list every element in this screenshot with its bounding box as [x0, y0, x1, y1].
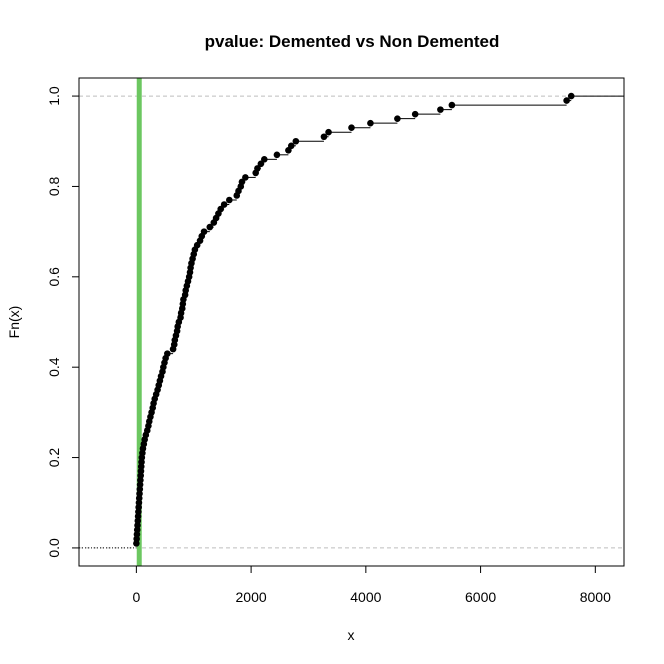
- x-tick-label: 4000: [350, 589, 381, 605]
- data-point: [320, 133, 328, 141]
- x-tick-label: 0: [132, 589, 140, 605]
- data-point: [292, 137, 300, 145]
- y-tick-label: 0.0: [46, 538, 62, 558]
- data-point: [164, 350, 171, 357]
- data-point: [261, 156, 268, 163]
- data-point: [448, 101, 456, 109]
- x-tick-label: 8000: [580, 589, 611, 605]
- data-point: [325, 128, 332, 136]
- data-point: [206, 223, 214, 231]
- data-point: [242, 174, 249, 181]
- data-point: [437, 106, 444, 113]
- data-point: [411, 110, 419, 118]
- data-point: [348, 124, 355, 132]
- y-tick-label: 0.8: [46, 177, 62, 197]
- data-point: [563, 97, 570, 104]
- y-axis-label: Fn(x): [6, 306, 22, 339]
- data-point: [254, 165, 261, 172]
- data-point: [367, 119, 374, 127]
- data-point: [238, 178, 246, 186]
- y-tick-label: 0.4: [46, 357, 62, 377]
- data-point: [220, 201, 228, 208]
- data-point: [200, 228, 208, 235]
- data-point: [226, 196, 233, 204]
- y-tick-label: 0.6: [46, 267, 62, 287]
- data-point: [567, 92, 575, 100]
- data-point: [217, 205, 224, 213]
- data-point: [394, 115, 401, 122]
- data-point: [257, 160, 265, 168]
- chart-title: pvalue: Demented vs Non Demented: [205, 32, 500, 51]
- data-point: [287, 142, 295, 150]
- x-tick-label: 6000: [465, 589, 496, 605]
- y-tick-label: 0.2: [46, 448, 62, 468]
- x-axis-label: x: [348, 627, 355, 643]
- data-point: [273, 151, 281, 159]
- plot-frame: [78, 77, 625, 567]
- x-tick-label: 2000: [236, 589, 267, 605]
- y-tick-label: 1.0: [46, 86, 62, 106]
- plot-area: [79, 78, 624, 566]
